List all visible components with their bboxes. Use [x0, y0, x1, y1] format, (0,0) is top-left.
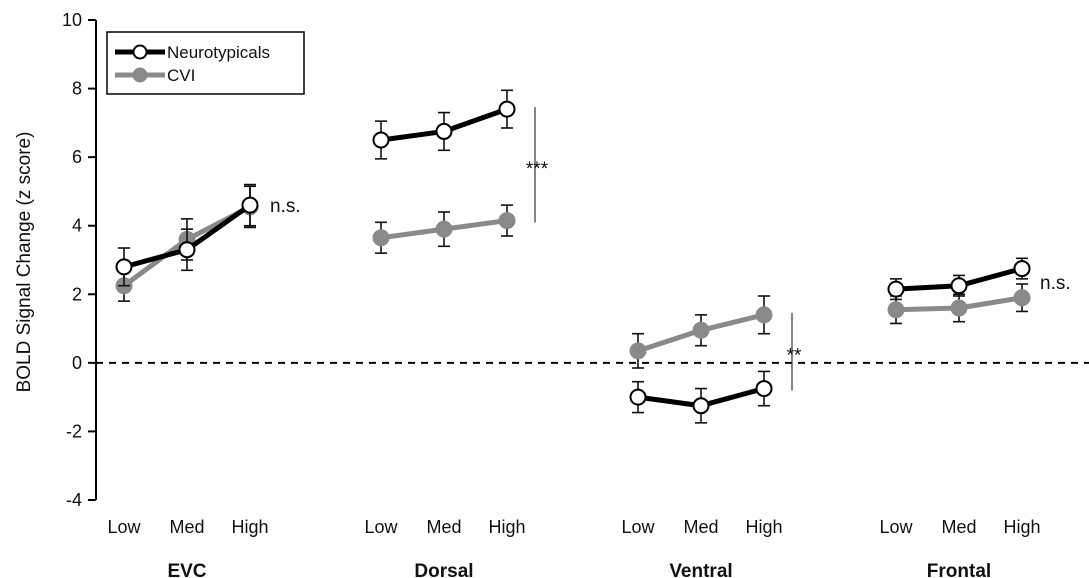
significance-label: **: [787, 346, 802, 367]
x-tick-label: Low: [107, 517, 141, 537]
group-label-ventral: Ventral: [669, 561, 732, 578]
x-tick-label: High: [745, 517, 782, 537]
y-tick-label: -4: [66, 490, 82, 510]
data-point-cvi: [755, 306, 773, 324]
y-tick-label: 10: [62, 10, 82, 30]
legend: Neurotypicals CVI: [106, 31, 305, 95]
x-tick-label: High: [231, 517, 268, 537]
plot-area: n.s.*****n.s.: [115, 89, 1071, 424]
significance-label: n.s.: [270, 196, 301, 217]
legend-label-neurotypicals: Neurotypicals: [167, 43, 270, 62]
y-tick-label: 6: [72, 147, 82, 167]
legend-marker-neurotypicals: [132, 44, 148, 60]
data-point-cvi: [950, 299, 968, 317]
data-point-neurotypicals: [950, 277, 968, 295]
data-point-neurotypicals: [241, 196, 259, 214]
x-tick-label: Low: [621, 517, 655, 537]
y-tick-label: 4: [72, 216, 82, 236]
significance-label: ***: [526, 159, 549, 180]
axes: -4 -2 0 2 4 6 8 10 Low Med High EVC Low Med High Dorsal…: [62, 10, 1089, 578]
data-point-neurotypicals: [887, 280, 905, 298]
data-point-neurotypicals: [372, 131, 390, 149]
y-axis-title: BOLD Signal Change (z score): [14, 132, 35, 393]
data-point-neurotypicals: [755, 380, 773, 398]
legend-label-cvi: CVI: [167, 66, 195, 85]
data-point-cvi: [692, 321, 710, 339]
data-point-neurotypicals: [435, 122, 453, 140]
group-label-frontal: Frontal: [927, 561, 991, 578]
data-point-cvi: [887, 301, 905, 319]
significance-label: n.s.: [1040, 273, 1071, 294]
y-tick-label: 0: [72, 353, 82, 373]
x-tick-label: Med: [169, 517, 204, 537]
x-tick-label: High: [1003, 517, 1040, 537]
data-point-cvi: [498, 212, 516, 230]
x-tick-label: Low: [364, 517, 398, 537]
x-tick-label: Med: [426, 517, 461, 537]
y-tick-label: 2: [72, 284, 82, 304]
x-tick-label: Low: [879, 517, 913, 537]
data-point-neurotypicals: [178, 241, 196, 259]
data-point-neurotypicals: [498, 100, 516, 118]
data-point-neurotypicals: [692, 397, 710, 415]
y-tick-label: -2: [66, 421, 82, 441]
data-point-cvi: [435, 220, 453, 238]
x-tick-label: Med: [683, 517, 718, 537]
legend-marker-cvi: [132, 67, 148, 83]
legend-box: [106, 31, 305, 95]
group-label-dorsal: Dorsal: [414, 561, 473, 578]
x-tick-label: High: [488, 517, 525, 537]
data-point-cvi: [1013, 289, 1031, 307]
data-point-cvi: [629, 342, 647, 360]
group-label-evc: EVC: [167, 561, 206, 578]
data-point-cvi: [372, 229, 390, 247]
y-tick-label: 8: [72, 79, 82, 99]
data-point-neurotypicals: [1013, 260, 1031, 278]
x-tick-label: Med: [941, 517, 976, 537]
data-point-neurotypicals: [115, 258, 133, 276]
data-point-neurotypicals: [629, 388, 647, 406]
